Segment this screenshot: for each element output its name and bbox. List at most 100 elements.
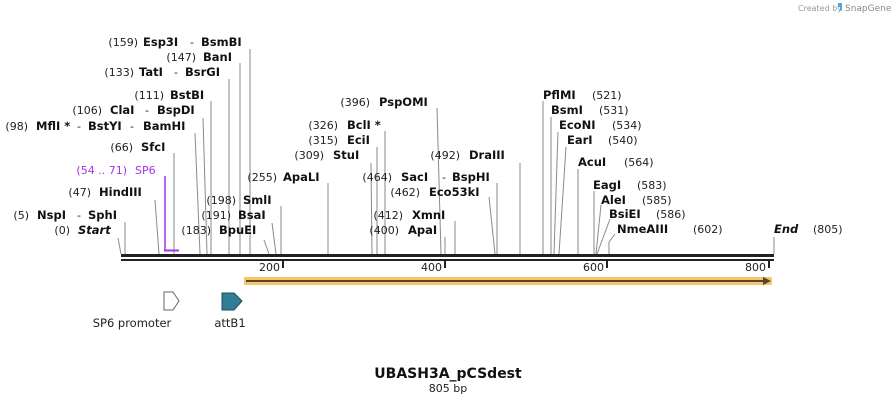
svg-text:BstYI: BstYI [88,119,122,133]
svg-text:AcuI: AcuI [578,155,606,169]
svg-text:BsiEI: BsiEI [609,207,641,221]
site-ecii[interactable]: (315) EciI [308,133,370,147]
svg-text:BclI *: BclI * [347,118,381,132]
site-pflmi[interactable]: PflMI (521) [543,88,622,102]
svg-text:BsrGI: BsrGI [185,65,220,79]
svg-text:(66): (66) [110,141,133,154]
svg-text:(585): (585) [642,194,672,207]
site-bsai[interactable]: (191) BsaI [201,208,265,222]
svg-text:(534): (534) [612,119,642,132]
tick-200: 200 [259,261,280,274]
svg-text:(133): (133) [104,66,134,79]
site-hindiii[interactable]: (47) HindIII [68,185,141,199]
site-eagi[interactable]: EagI (583) [593,178,667,192]
svg-text:SphI: SphI [88,208,117,222]
tick-600: 600 [583,261,604,274]
orf-arrow[interactable] [244,277,772,285]
map-length: 805 bp [429,382,467,395]
site-apai[interactable]: (400) ApaI [369,223,437,237]
feature-label: attB1 [214,316,245,330]
site-bsiei[interactable]: BsiEI (586) [609,207,686,221]
svg-text:NmeAIII: NmeAIII [617,222,668,236]
svg-text:-: - [145,104,149,117]
credit-prefix: Created by [798,4,842,13]
svg-text:(255): (255) [247,171,277,184]
site-bsmi[interactable]: BsmI (531) [551,103,629,117]
site-stui[interactable]: (309) StuI [294,148,359,162]
svg-text:(98): (98) [5,120,28,133]
site-mfli-bstyi-bamhi[interactable]: (98) MflI * - BstYI - BamHI [5,119,185,133]
svg-text:BsmI: BsmI [551,103,583,117]
svg-text:Esp3I: Esp3I [143,35,178,49]
tick-400: 400 [421,261,442,274]
site-bani[interactable]: (147) BanI [166,50,232,64]
feature-sp6-promoter[interactable]: SP6 promoter [93,291,180,330]
primer-sp6-label[interactable]: (54 .. 71) SP6 [76,164,155,177]
svg-text:(147): (147) [166,51,196,64]
svg-text:BanI: BanI [203,50,232,64]
svg-text:(586): (586) [656,208,686,221]
site-xmni[interactable]: (412) XmnI [373,208,445,222]
site-smli[interactable]: (198) SmlI [206,193,271,207]
svg-text:(521): (521) [592,89,622,102]
svg-text:-: - [77,120,81,133]
site-nspi-sphi[interactable]: (5) NspI - SphI [13,208,117,222]
site-esp3i-bsmbi[interactable]: (159) Esp3I - BsmBI [108,35,241,49]
svg-text:BspDI: BspDI [157,103,195,117]
site-acui[interactable]: AcuI (564) [578,155,654,169]
site-eco53ki[interactable]: (462) Eco53kI [390,185,479,199]
site-saci-bsphi[interactable]: (464) SacI - BspHI [362,170,489,184]
svg-text:SacI: SacI [401,170,428,184]
svg-text:(412): (412) [373,209,403,222]
svg-text:HindIII: HindIII [99,185,142,199]
scale-ticks: 200 400 600 800 [259,261,770,274]
map-start[interactable]: (0) Start [54,223,111,237]
svg-text:XmnI: XmnI [412,208,445,222]
site-eari[interactable]: EarI (540) [567,133,638,147]
svg-text:ApaI: ApaI [408,223,437,237]
svg-text:Start: Start [78,223,111,237]
site-alei[interactable]: AleI (585) [601,193,672,207]
svg-text:ClaI: ClaI [110,103,134,117]
svg-text:MflI *: MflI * [36,119,70,133]
svg-text:(47): (47) [68,186,91,199]
snapgene-logo-icon [838,3,842,11]
map-end[interactable]: End (805) [774,222,843,236]
svg-text:EagI: EagI [593,178,621,192]
svg-text:EcoNI: EcoNI [559,118,595,132]
svg-text:(564): (564) [624,156,654,169]
site-nmeaiii[interactable]: NmeAIII (602) [617,222,723,236]
svg-text:(309): (309) [294,149,324,162]
site-econi[interactable]: EcoNI (534) [559,118,642,132]
svg-text:EciI: EciI [347,133,370,147]
site-labels-right: PflMI (521) BsmI (531) EcoNI (534) EarI … [543,88,843,236]
site-bstbi[interactable]: (111) BstBI [134,88,204,102]
svg-text:BspHI: BspHI [452,170,490,184]
svg-text:StuI: StuI [333,148,359,162]
site-sfci[interactable]: (66) SfcI [110,140,165,154]
site-pspomi[interactable]: (396) PspOMI [340,95,427,109]
svg-text:(111): (111) [134,89,164,102]
svg-text:PflMI: PflMI [543,88,576,102]
site-tati-bsrgi[interactable]: (133) TatI - BsrGI [104,65,220,79]
svg-text:-: - [130,120,134,133]
site-clai-bspdi[interactable]: (106) ClaI - BspDI [72,103,194,117]
svg-text:(5): (5) [13,209,29,222]
feature-attb1[interactable]: attB1 [214,292,246,330]
svg-text:(198): (198) [206,194,236,207]
svg-text:BsaI: BsaI [238,208,266,222]
site-bcli[interactable]: (326) BclI * [308,118,380,132]
svg-text:(159): (159) [108,36,138,49]
site-apali[interactable]: (255) ApaLI [247,170,319,184]
svg-text:SfcI: SfcI [141,140,165,154]
map-title: UBASH3A_pCSdest [374,366,522,382]
svg-text:-: - [190,36,194,49]
site-bpuei[interactable]: (183) BpuEI [181,223,256,237]
credit-brand: SnapGene [845,4,892,14]
primer-sp6[interactable] [164,176,179,252]
site-draiii[interactable]: (492) DraIII [430,148,504,162]
tick-800: 800 [745,261,766,274]
svg-text:-: - [174,66,178,79]
svg-text:(326): (326) [308,119,338,132]
